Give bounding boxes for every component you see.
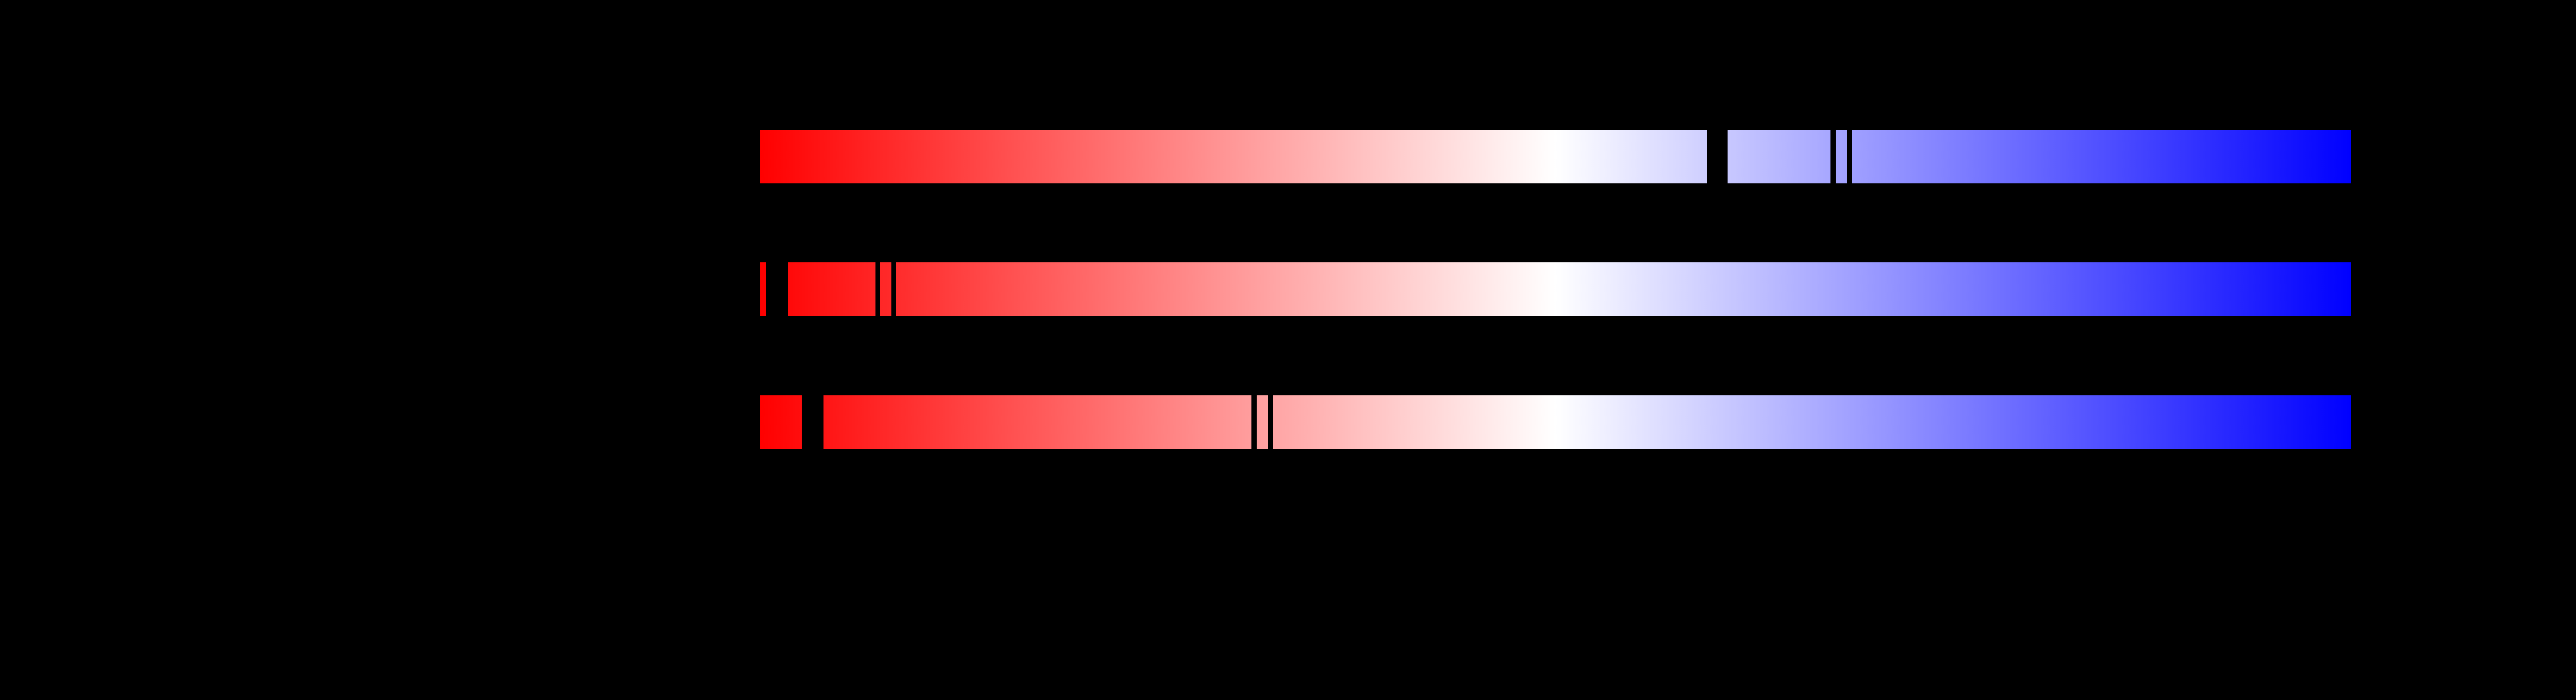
value-mark-thin xyxy=(1830,130,1836,183)
colormap-strip-row-3 xyxy=(760,395,2351,449)
value-mark-thin xyxy=(1251,395,1257,449)
value-mark-thin xyxy=(875,262,880,316)
value-mark-thin xyxy=(1268,395,1273,449)
value-mark-thick xyxy=(802,395,823,449)
value-mark-thick xyxy=(766,262,788,316)
value-mark-thick xyxy=(1707,130,1728,183)
colormap-strip-row-1 xyxy=(760,130,2351,183)
value-mark-thin xyxy=(1847,130,1852,183)
value-mark-thin xyxy=(891,262,896,316)
colormap-strip-row-2 xyxy=(760,262,2351,316)
